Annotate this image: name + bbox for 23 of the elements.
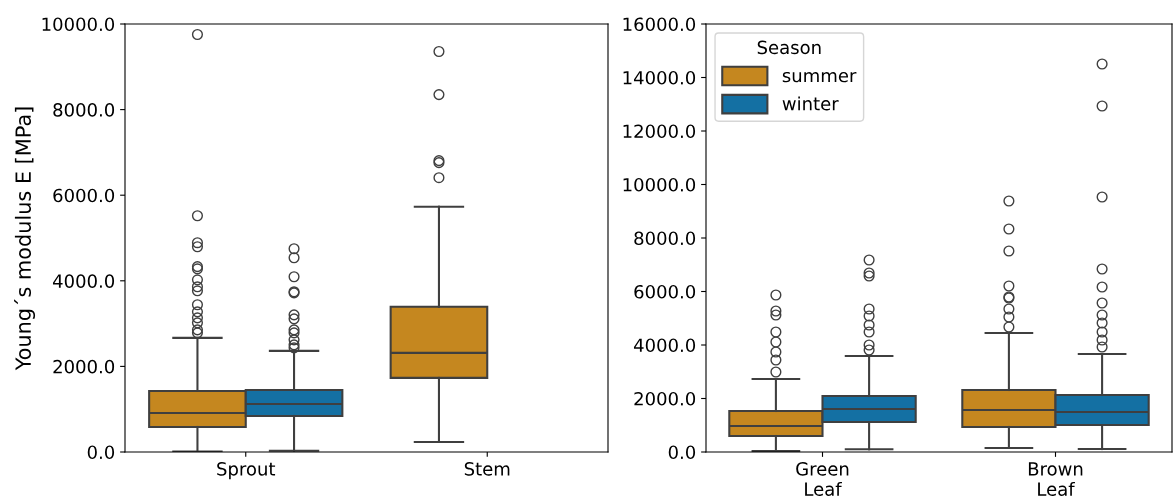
y-tick-label: 10000.0 [42,17,115,32]
x-tick-label: Stem [464,462,510,476]
y-tick-label: 12000.0 [623,124,696,139]
y-tick-label: 0.0 [668,445,696,460]
y-tick-label: 4000.0 [633,338,696,353]
y-tick-label: 4000.0 [52,274,115,288]
legend-label: winter [782,96,839,111]
y-axis-title: Young´s modulus E [MPa] [14,107,36,371]
y-tick-label: 6000.0 [634,284,696,299]
legend-title: Season [757,40,821,55]
y-tick-label: 8000.0 [53,103,115,117]
y-tick-label: 2000.0 [634,391,696,406]
x-tick-label: Sprout [217,462,276,480]
legend-label: summer [782,71,857,83]
y-tick-label: 0.0 [87,445,115,460]
y-tick-label: 6000.0 [53,188,115,203]
y-tick-label: 10000.0 [623,177,696,192]
x-tick-label: Green Leaf [796,462,849,496]
y-tick-label: 14000.0 [623,70,696,85]
y-tick-label: 8000.0 [634,231,696,246]
y-tick-label: 16000.0 [623,17,696,32]
y-tick-label: 2000.0 [53,359,115,374]
x-tick-label: Brown Leaf [1028,462,1083,496]
